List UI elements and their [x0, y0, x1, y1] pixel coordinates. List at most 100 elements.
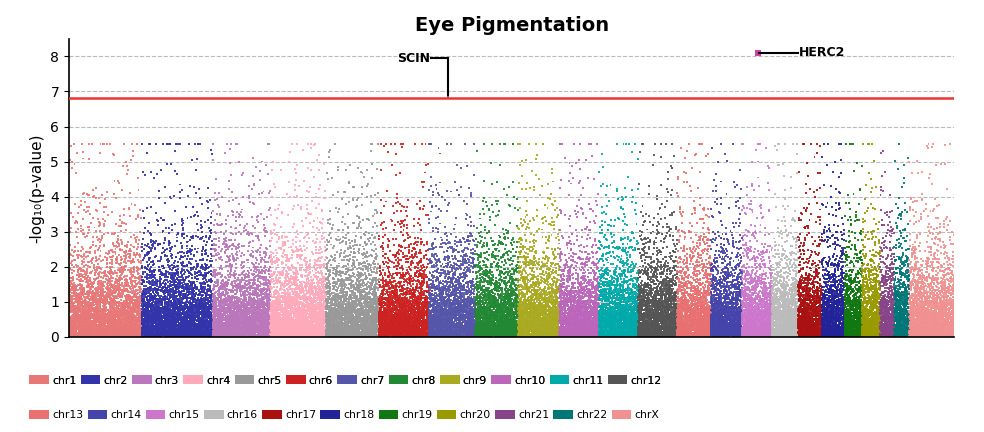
Point: [386, 328, 401, 335]
Point: [337, 314, 352, 321]
Point: [619, 332, 635, 339]
Point: [852, 318, 868, 325]
Point: [679, 302, 695, 309]
Point: [730, 296, 746, 303]
Point: [137, 318, 153, 325]
Point: [550, 303, 566, 310]
Point: [687, 277, 703, 284]
Point: [491, 265, 507, 272]
Point: [113, 333, 129, 340]
Point: [764, 326, 779, 333]
Point: [441, 273, 457, 280]
Point: [338, 301, 354, 308]
Point: [729, 308, 745, 314]
Point: [436, 328, 452, 335]
Point: [889, 270, 904, 276]
Point: [546, 297, 562, 304]
Point: [173, 332, 189, 339]
Point: [685, 292, 701, 299]
Point: [792, 297, 808, 304]
Point: [589, 284, 605, 291]
Point: [867, 312, 883, 319]
Point: [278, 329, 294, 336]
Point: [699, 330, 714, 337]
Point: [523, 314, 539, 321]
Point: [661, 268, 677, 275]
Point: [750, 273, 766, 280]
Point: [124, 266, 140, 273]
Point: [172, 302, 188, 309]
Point: [333, 333, 348, 340]
Point: [201, 325, 216, 332]
Point: [443, 329, 459, 336]
Point: [874, 288, 890, 295]
Point: [939, 319, 954, 326]
Point: [945, 307, 960, 314]
Point: [552, 302, 568, 308]
Point: [345, 327, 361, 334]
Point: [443, 276, 459, 283]
Point: [698, 290, 713, 297]
Point: [552, 309, 568, 316]
Point: [491, 285, 507, 292]
Point: [388, 324, 403, 330]
Point: [840, 325, 856, 332]
Point: [433, 317, 449, 324]
Point: [587, 319, 603, 326]
Point: [515, 333, 530, 340]
Point: [739, 325, 755, 332]
Point: [71, 293, 87, 300]
Point: [706, 310, 721, 317]
Point: [415, 321, 431, 328]
Point: [444, 324, 460, 331]
Point: [76, 323, 92, 330]
Point: [927, 256, 943, 263]
Point: [711, 303, 727, 310]
Point: [605, 331, 621, 338]
Point: [608, 276, 624, 283]
Point: [419, 333, 435, 340]
Point: [391, 328, 406, 335]
Point: [502, 326, 518, 333]
Point: [174, 307, 190, 314]
Point: [918, 323, 934, 330]
Point: [853, 248, 869, 254]
Point: [339, 316, 355, 323]
Point: [159, 310, 175, 317]
Point: [584, 264, 599, 271]
Point: [287, 332, 303, 339]
Point: [640, 324, 655, 331]
Point: [88, 310, 103, 317]
Point: [714, 306, 730, 313]
Point: [184, 330, 200, 337]
Point: [565, 329, 581, 336]
Point: [331, 262, 346, 269]
Point: [777, 329, 793, 336]
Point: [356, 318, 372, 324]
Point: [842, 317, 858, 324]
Point: [781, 276, 797, 283]
Point: [403, 332, 419, 339]
Point: [387, 323, 402, 330]
Point: [384, 313, 400, 320]
Point: [288, 301, 304, 308]
Point: [709, 271, 725, 278]
Point: [75, 284, 91, 291]
Point: [794, 322, 810, 329]
Point: [880, 333, 895, 340]
Point: [269, 320, 284, 327]
Point: [281, 332, 297, 339]
Point: [120, 310, 136, 317]
Point: [93, 292, 109, 299]
Point: [87, 294, 102, 301]
Point: [453, 289, 468, 296]
Point: [893, 305, 909, 311]
Point: [69, 293, 85, 300]
Point: [281, 326, 297, 333]
Point: [138, 327, 154, 334]
Point: [491, 324, 507, 331]
Point: [222, 332, 238, 339]
Point: [881, 290, 896, 297]
Point: [662, 320, 678, 327]
Point: [672, 312, 688, 319]
